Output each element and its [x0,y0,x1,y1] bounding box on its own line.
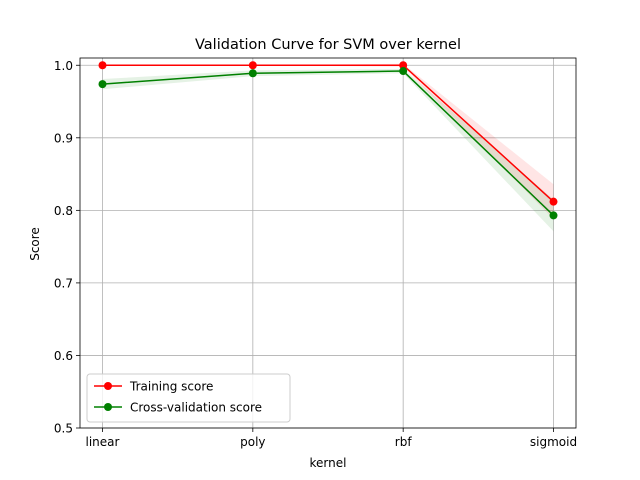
y-tick-label: 1.0 [54,59,73,73]
series-1-point [248,69,257,78]
series-1-line [102,70,555,216]
y-tick-label: 0.5 [54,422,73,436]
x-axis-label: kernel [310,456,347,470]
series-0-point [399,61,408,70]
legend-box [86,373,291,423]
series-0-point [248,61,257,70]
x-tick-label: linear [86,435,120,449]
legend-marker-swatch [104,382,112,390]
series-0-point [549,197,558,206]
series-1-point [98,80,107,89]
series-points [98,61,558,220]
y-tick-label: 0.6 [54,349,73,363]
y-tick-label: 0.8 [54,204,73,218]
x-tick-label: sigmoid [530,435,577,449]
series-1-band [102,68,554,232]
series-0-line [102,64,555,203]
legend-marker-swatch [104,403,112,411]
legend: Training score Cross-validation score [86,373,291,423]
y-tick-label: 0.9 [54,131,73,145]
series-0-band [102,63,554,220]
series-0-point [98,61,107,70]
y-axis-label: Score [28,227,42,261]
y-tick-label: 0.7 [54,276,73,290]
confidence-bands [102,63,554,232]
chart-title: Validation Curve for SVM over kernel [195,37,461,53]
series-lines [102,64,555,216]
axis-ticks: linear poly rbf sigmoid 0.5 0.6 0.7 0.8 0.9 1.0 [54,59,577,449]
legend-entry-label: Training score [129,380,213,394]
series-1-point [399,67,408,76]
x-tick-label: poly [240,435,265,449]
series-1-point [549,211,558,220]
legend-entry-label: Cross-validation score [130,401,262,415]
x-tick-label: rbf [395,435,413,449]
plot-frame [79,57,577,429]
